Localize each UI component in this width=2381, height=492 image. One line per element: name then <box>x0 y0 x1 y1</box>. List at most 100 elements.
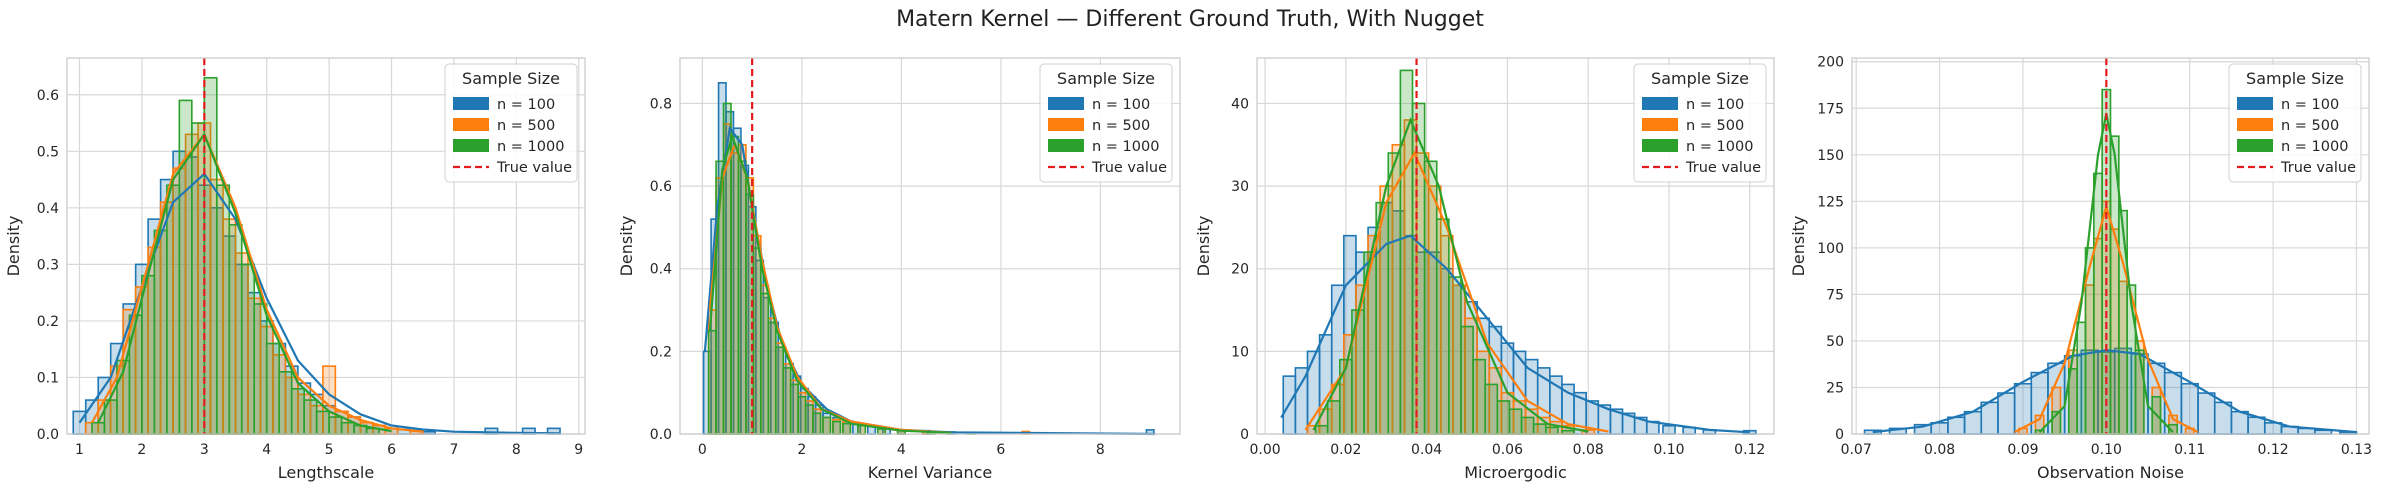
histogram-bar <box>328 416 343 435</box>
y-tick-label: 0.2 <box>37 314 59 330</box>
histogram-bar <box>832 420 842 435</box>
x-axis-label: Kernel Variance <box>868 463 992 482</box>
x-tick-label: 0.09 <box>2007 442 2038 458</box>
y-tick-label: 0.4 <box>650 262 672 278</box>
series-3-kde-line <box>708 132 952 434</box>
legend-swatch <box>453 139 489 152</box>
histogram-bar <box>767 321 777 435</box>
y-tick-label: 0.2 <box>650 344 672 360</box>
series-3-histogram <box>91 76 380 435</box>
histogram-bar <box>153 229 168 435</box>
x-tick-label: 0.11 <box>2174 442 2205 458</box>
legend-entry: True value <box>1685 160 1761 176</box>
legend-title: Sample Size <box>462 69 560 88</box>
histogram-bar <box>166 184 181 435</box>
histogram-bar <box>2076 321 2087 435</box>
legend-swatch <box>2237 97 2273 110</box>
histogram-bar <box>315 410 330 435</box>
x-tick-label: 0.12 <box>2258 442 2289 458</box>
y-tick-label: 150 <box>1817 148 1844 164</box>
legend: Sample Size n = 100 n = 500 n = 1000 True va… <box>1633 63 1767 183</box>
histogram-bar <box>303 399 318 435</box>
histogram-bar <box>1496 400 1511 435</box>
y-axis-label: Density <box>617 216 636 277</box>
legend-entry: n = 500 <box>1092 118 1150 134</box>
x-tick-label: 0 <box>698 442 707 458</box>
y-tick-label: 0.0 <box>37 427 59 443</box>
y-tick-label: 0 <box>1835 427 1844 443</box>
y-tick-label: 10 <box>1231 344 1249 360</box>
x-tick-label: 0.02 <box>1330 442 1361 458</box>
histogram-bar <box>752 247 762 435</box>
legend-entry: True value <box>2280 160 2356 176</box>
histogram-bar <box>1947 416 1966 435</box>
legend-swatch <box>453 97 489 110</box>
histogram-bar <box>857 424 867 435</box>
legend-title: Sample Size <box>2246 69 2344 88</box>
histogram-bar <box>876 428 887 435</box>
legend-swatch <box>1048 139 1084 152</box>
legend-swatch <box>1642 118 1678 131</box>
histogram-bar <box>797 396 807 435</box>
legend-swatch <box>2237 139 2273 152</box>
series-2-kde-line <box>1304 150 1609 433</box>
panel-4: 0.07 0.08 0.09 0.10 0.11 0.12 0.13 0 25 50 75 100 12… <box>1789 55 2372 482</box>
x-tick-label: 6 <box>387 442 396 458</box>
x-tick-label: 0.08 <box>1924 442 1955 458</box>
histogram-bar <box>822 416 832 435</box>
x-tick-label: 9 <box>574 442 583 458</box>
y-tick-label: 0 <box>1240 427 1249 443</box>
series-1-kde-line <box>1280 234 1750 434</box>
legend-swatch <box>1642 97 1678 110</box>
histogram-bar <box>1980 401 1999 435</box>
histogram-bar <box>1399 69 1414 435</box>
histogram-bar <box>1460 325 1474 435</box>
histogram-bar <box>2230 410 2249 435</box>
legend-swatch <box>1048 118 1084 131</box>
histogram-bar <box>2247 416 2266 435</box>
panel-1: 1 2 3 4 5 6 7 8 9 0.0 0.1 0.2 0.3 0.4 0.5 0.6 Lengthscal… <box>4 57 586 482</box>
histogram-bar <box>290 387 305 435</box>
legend-box <box>1633 63 1767 183</box>
histogram-bar <box>2134 349 2145 435</box>
x-tick-label: 0.12 <box>1734 442 1765 458</box>
histogram-bar <box>1544 426 1559 435</box>
y-tick-label: 0.1 <box>37 370 59 386</box>
histogram-bar <box>1314 424 1329 435</box>
legend-swatch <box>453 118 489 131</box>
x-tick-label: 0.08 <box>1573 442 1604 458</box>
x-tick-label: 7 <box>449 442 458 458</box>
y-tick-label: 0.0 <box>650 427 672 443</box>
histogram-bar <box>203 76 218 435</box>
figure-title: Matern Kernel — Different Ground Truth, … <box>896 7 1484 32</box>
histogram-bar <box>191 122 206 435</box>
histogram-bar <box>340 421 355 435</box>
panel-2: 0 2 4 6 8 0.0 0.2 0.4 0.6 0.8 Kernel Variance Densi… <box>617 57 1181 482</box>
histogram-bar <box>2180 382 2199 435</box>
histogram-bar <box>1339 358 1353 435</box>
y-tick-label: 125 <box>1817 194 1844 210</box>
x-tick-label: 0.10 <box>1653 442 1684 458</box>
legend-entry: n = 1000 <box>1092 139 1159 155</box>
x-tick-label: 0.00 <box>1249 442 1280 458</box>
x-tick-label: 0.10 <box>2091 442 2122 458</box>
x-tick-label: 6 <box>996 442 1005 458</box>
histogram-bar <box>2197 392 2216 435</box>
y-tick-label: 75 <box>1826 287 1844 303</box>
y-axis-label: Density <box>1194 216 1213 277</box>
y-tick-label: 0.4 <box>37 201 59 217</box>
histogram-bar <box>228 223 243 435</box>
x-axis-label: Observation Noise <box>2037 463 2184 482</box>
histogram-bar <box>215 184 231 435</box>
histogram-bar <box>1484 383 1499 435</box>
histogram-bar <box>1963 410 1983 435</box>
x-tick-label: 5 <box>325 442 334 458</box>
histogram-bar <box>278 371 293 435</box>
y-axis-label: Density <box>1789 216 1808 277</box>
legend-entry: n = 500 <box>497 118 555 134</box>
x-tick-label: 1 <box>75 442 84 458</box>
y-axis-label: Density <box>4 216 23 277</box>
panel-3: 0.00 0.02 0.04 0.06 0.08 0.10 0.12 0 10 20 30 40 Mic… <box>1194 57 1775 482</box>
legend-swatch <box>1048 97 1084 110</box>
x-axis-label: Microergodic <box>1464 463 1567 482</box>
